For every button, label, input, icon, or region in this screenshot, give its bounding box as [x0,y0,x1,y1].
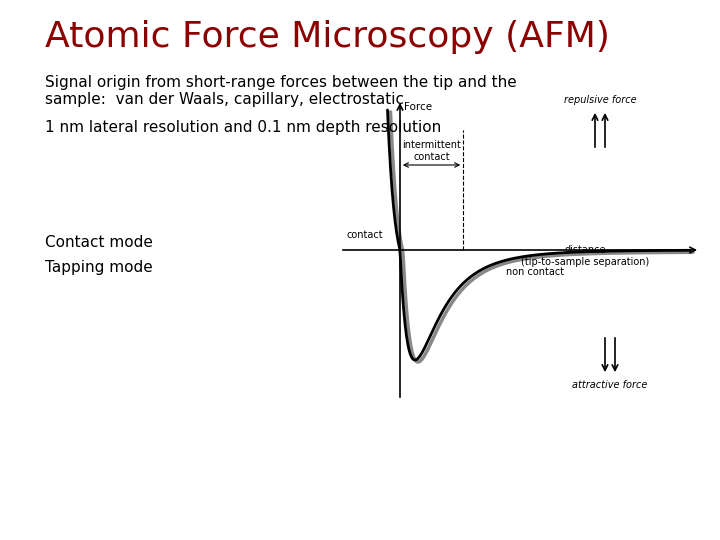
Text: Tapping mode: Tapping mode [45,260,153,275]
Text: repulsive force: repulsive force [564,95,636,105]
Text: Contact mode: Contact mode [45,235,153,250]
Text: contact: contact [347,230,383,240]
Text: Atomic Force Microscopy (AFM): Atomic Force Microscopy (AFM) [45,20,610,54]
Text: Force: Force [404,102,432,112]
Text: intermittent
contact: intermittent contact [402,140,461,162]
Text: attractive force: attractive force [572,380,648,390]
Text: 1 nm lateral resolution and 0.1 nm depth resolution: 1 nm lateral resolution and 0.1 nm depth… [45,120,441,135]
Text: Signal origin from short-range forces between the tip and the
sample:  van der W: Signal origin from short-range forces be… [45,75,517,107]
Text: distance
(tip-to-sample separation): distance (tip-to-sample separation) [521,245,649,267]
Text: non contact: non contact [506,267,564,277]
